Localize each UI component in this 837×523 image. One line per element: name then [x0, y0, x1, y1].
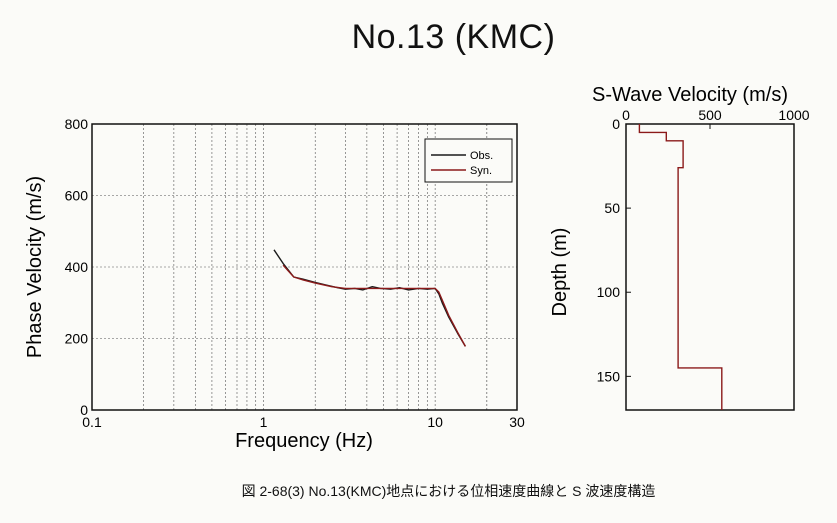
vs-y-tick-label: 0	[612, 116, 620, 132]
series-lines	[273, 249, 467, 347]
legend-label-obs: Obs.	[470, 150, 493, 162]
series-line-syn	[282, 264, 467, 347]
vs-chart-title: S-Wave Velocity (m/s)	[592, 84, 788, 106]
vs-y-tick-label: 150	[597, 368, 621, 384]
page-title: No.13 (KMC)	[351, 18, 556, 56]
vs-series-line	[638, 124, 723, 410]
y-tick-label: 800	[65, 116, 89, 132]
vs-x-tick-label: 500	[698, 107, 722, 123]
y-tick-label: 600	[65, 188, 89, 204]
y-tick-label: 0	[80, 402, 88, 418]
y-axis-label: Phase Velocity (m/s)	[24, 176, 46, 358]
vs-x-tick-label: 1000	[778, 107, 809, 123]
grid-lines	[92, 124, 517, 410]
legend-box	[424, 138, 513, 183]
vs-x-tick-label: 0	[622, 107, 630, 123]
vs-y-axis-label: Depth (m)	[549, 228, 571, 317]
tick-labels: 0.1 1 10 30 0 200 400 600 800	[65, 116, 525, 430]
vs-profile-line	[638, 124, 723, 410]
legend-label-syn: Syn.	[470, 165, 492, 177]
figure-caption: 図 2-68(3) No.13(KMC)地点における位相速度曲線と S 波速度構…	[241, 483, 656, 499]
vs-plot-frame	[625, 123, 795, 411]
x-axis-label: Frequency (Hz)	[235, 430, 373, 452]
y-tick-label: 200	[65, 331, 89, 347]
x-tick-label: 0.1	[82, 414, 102, 430]
vs-y-tick-label: 100	[597, 284, 621, 300]
x-tick-label: 10	[427, 414, 443, 430]
plot-frame	[91, 123, 518, 411]
y-tick-label: 400	[65, 259, 89, 275]
x-tick-label: 30	[509, 414, 525, 430]
legend: Obs. Syn.	[424, 138, 513, 183]
vs-y-tick-label: 50	[604, 200, 620, 216]
vs-tick-labels: 0 500 1000 0 50 100 150	[597, 107, 810, 384]
series-line-obs	[273, 249, 467, 347]
x-tick-label: 1	[260, 414, 268, 430]
